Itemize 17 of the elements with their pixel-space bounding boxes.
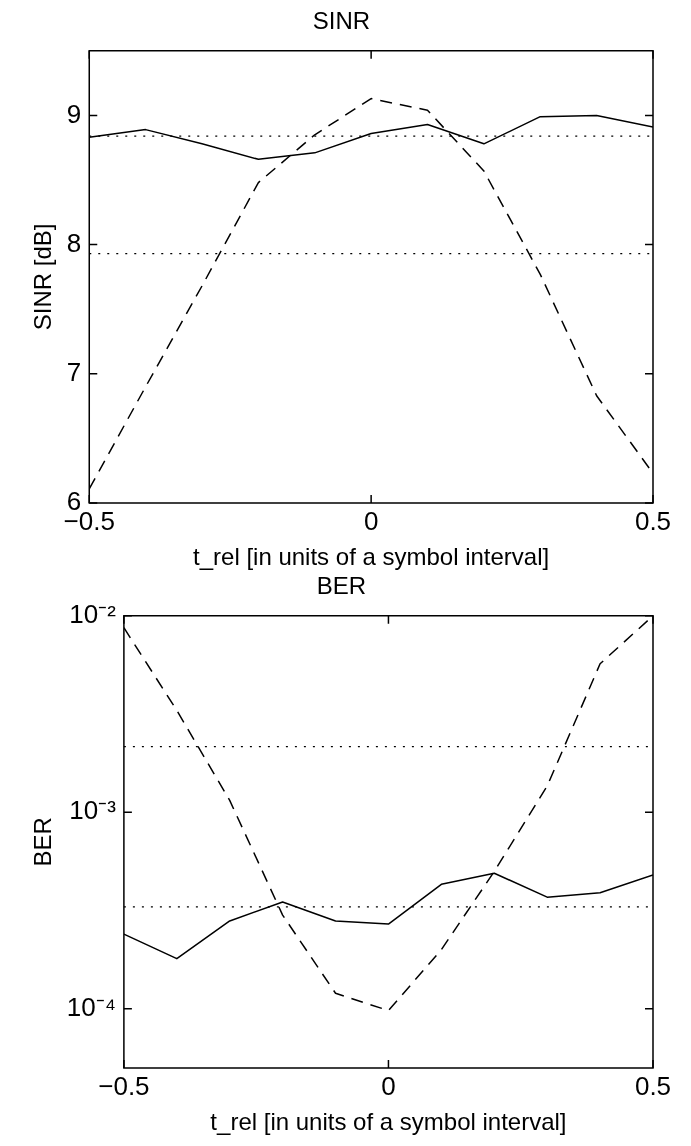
x-axis-title: t_rel [in units of a symbol interval] [193, 543, 550, 571]
y-tick-label: 10⁻³ [69, 795, 117, 826]
y-tick-label: 7 [66, 356, 82, 387]
x-tick-label: 0.5 [634, 505, 672, 536]
y-tick-label: 10⁻⁴ [66, 992, 116, 1023]
x-tick-label: 0.5 [634, 1070, 672, 1101]
chart-title: BER [316, 572, 367, 600]
y-axis-title: BER [29, 817, 57, 867]
y-tick-label: 8 [66, 227, 82, 258]
x-tick-label: −0.5 [98, 1070, 150, 1101]
y-tick-label: 10⁻² [69, 598, 117, 629]
chart-title: SINR [312, 7, 371, 35]
x-tick-label: 0 [381, 1070, 396, 1101]
x-axis-title: t_rel [in units of a symbol interval] [210, 1108, 567, 1136]
x-tick-label: 0 [363, 505, 379, 536]
y-tick-label: 9 [66, 98, 82, 129]
y-axis-title: SINR [dB] [29, 223, 57, 331]
